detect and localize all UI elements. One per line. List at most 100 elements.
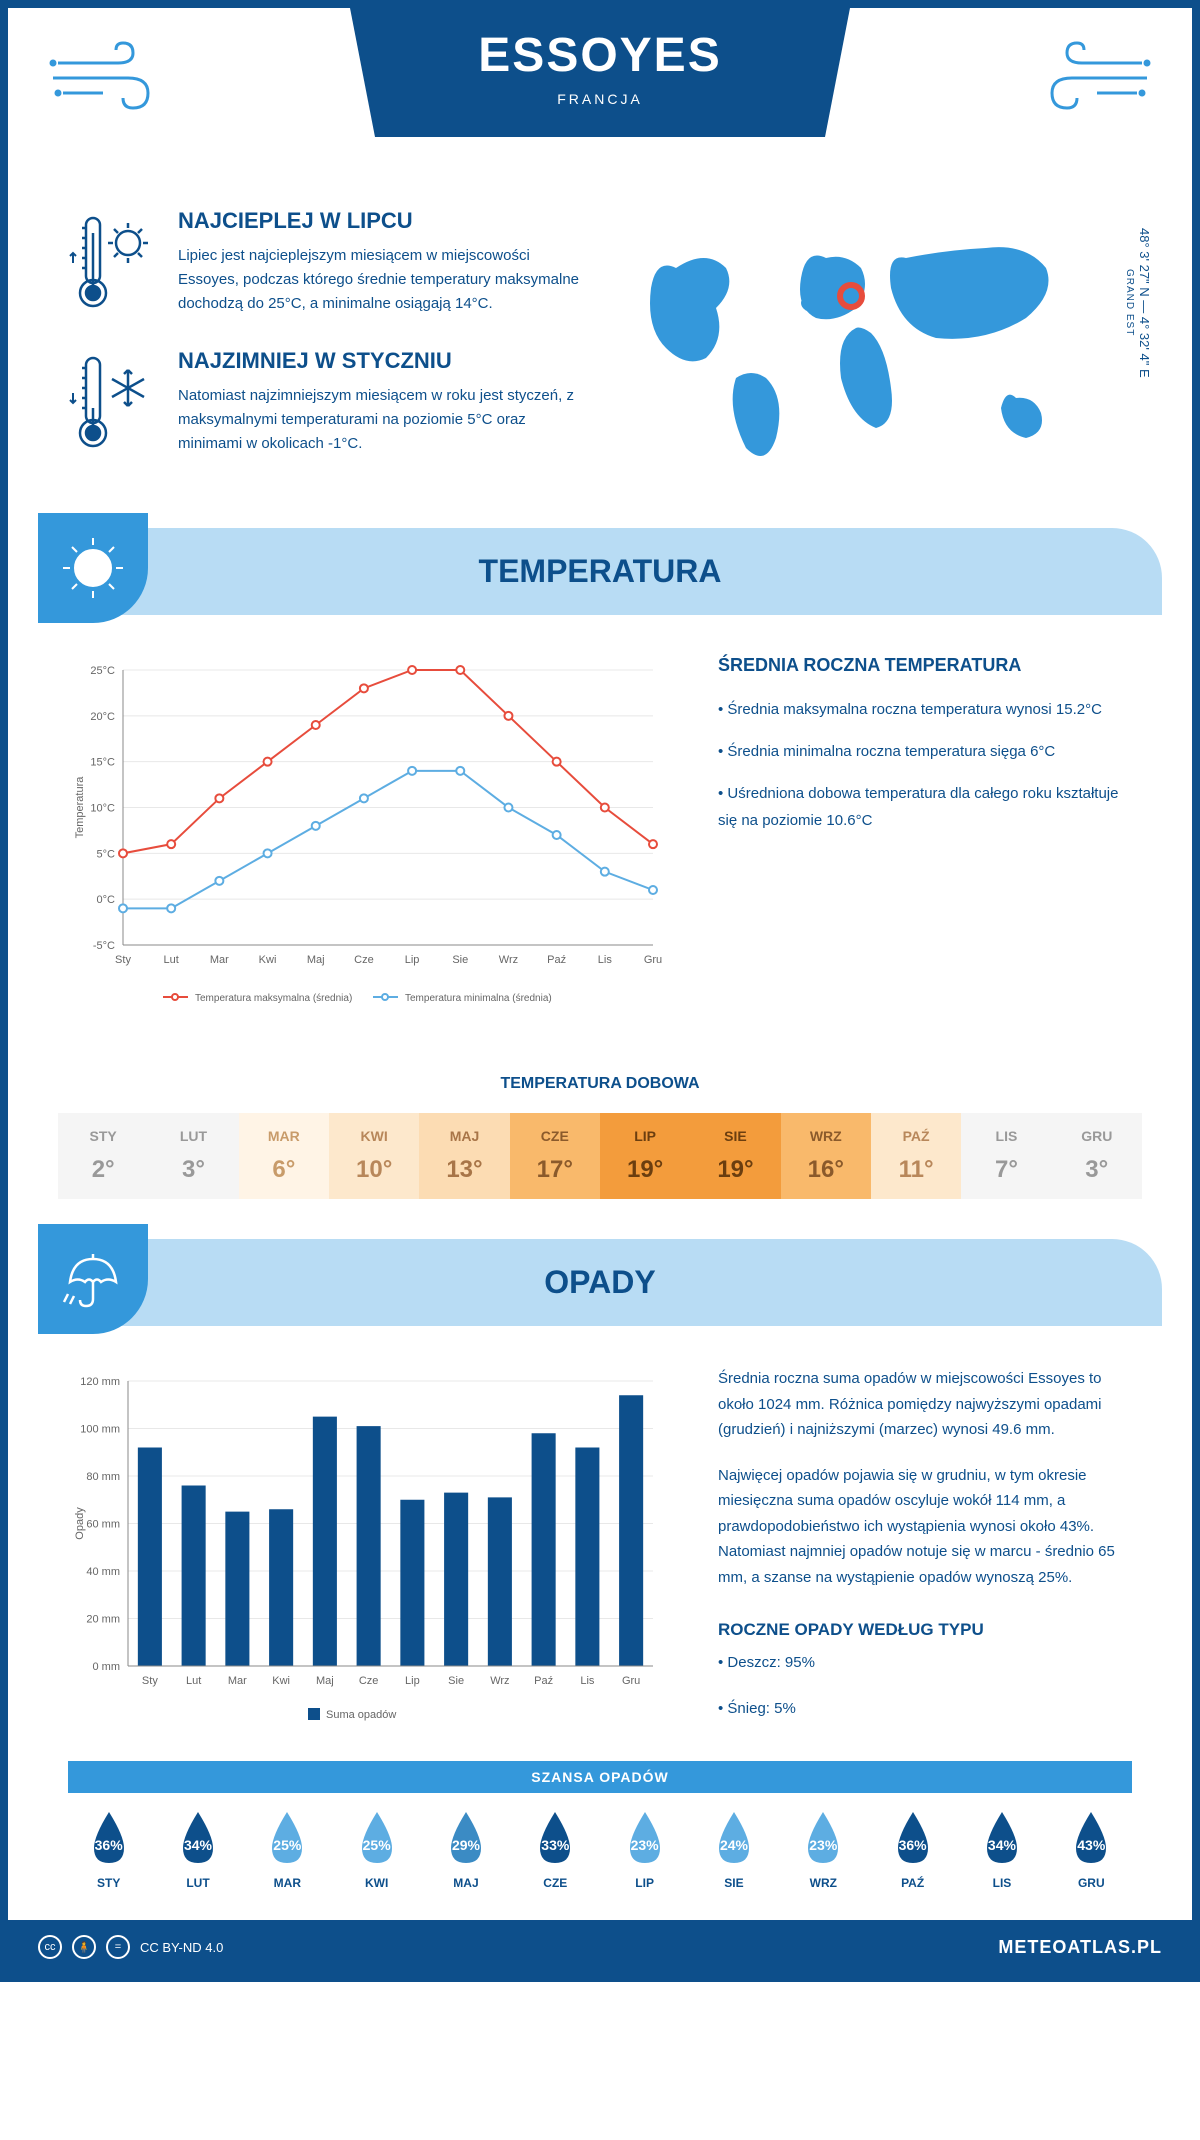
coldest-title: NAJZIMNIEJ W STYCZNIU — [178, 348, 580, 374]
dobowa-cell: LIS7° — [961, 1113, 1051, 1199]
cc-icon: cc — [38, 1935, 62, 1959]
city-name: ESSOYES — [450, 28, 750, 83]
precip-p1: Średnia roczna suma opadów w miejscowośc… — [718, 1366, 1132, 1443]
precip-type1: • Deszcz: 95% — [718, 1650, 1132, 1676]
thermometer-sun-icon — [68, 208, 158, 318]
precip-p2: Najwięcej opadów pojawia się w grudniu, … — [718, 1463, 1132, 1591]
footer: cc 🧍 = CC BY-ND 4.0 METEOATLAS.PL — [8, 1920, 1192, 1974]
dobowa-cell: CZE17° — [510, 1113, 600, 1199]
coldest-desc: Natomiast najzimniejszym miesiącem w rok… — [178, 384, 580, 456]
footer-site: METEOATLAS.PL — [998, 1937, 1162, 1958]
svg-text:Lis: Lis — [598, 954, 613, 966]
thermometer-snow-icon — [68, 348, 158, 458]
dobowa-cell: WRZ16° — [781, 1113, 871, 1199]
temperatura-content: -5°C0°C5°C10°C15°C20°C25°CTemperaturaSty… — [8, 615, 1192, 1055]
temperatura-banner: TEMPERATURA — [38, 528, 1162, 615]
svg-text:80 mm: 80 mm — [86, 1471, 120, 1483]
drop-item: 36% STY — [68, 1808, 149, 1890]
page: ESSOYES FRANCJA NAJCIEPLEJ W LIPCU Lipie… — [0, 0, 1200, 1982]
svg-text:Sie: Sie — [452, 954, 468, 966]
temperatura-dobowa-row: STY2°LUT3°MAR6°KWI10°MAJ13°CZE17°LIP19°S… — [58, 1113, 1142, 1199]
drop-item: 43% GRU — [1051, 1808, 1132, 1890]
hottest-block: NAJCIEPLEJ W LIPCU Lipiec jest najcieple… — [68, 208, 580, 318]
svg-text:Gru: Gru — [622, 1675, 640, 1687]
map-column: 48° 3' 27" N — 4° 32' 4" E GRAND EST — [620, 208, 1132, 488]
svg-text:20 mm: 20 mm — [86, 1614, 120, 1626]
szansa-drops-row: 36% STY 34% LUT 25% MAR 25% — [68, 1793, 1132, 1920]
svg-text:20°C: 20°C — [90, 711, 115, 723]
wind-icon — [48, 38, 168, 118]
by-icon: 🧍 — [72, 1935, 96, 1959]
svg-text:Cze: Cze — [359, 1675, 379, 1687]
svg-text:Lip: Lip — [405, 1675, 420, 1687]
coldest-block: NAJZIMNIEJ W STYCZNIU Natomiast najzimni… — [68, 348, 580, 458]
svg-text:0 mm: 0 mm — [93, 1661, 121, 1673]
dobowa-title: TEMPERATURA DOBOWA — [8, 1075, 1192, 1093]
svg-text:Lut: Lut — [164, 954, 179, 966]
coldest-text: NAJZIMNIEJ W STYCZNIU Natomiast najzimni… — [178, 348, 580, 458]
svg-text:100 mm: 100 mm — [80, 1424, 120, 1436]
svg-text:Kwi: Kwi — [272, 1675, 290, 1687]
drop-item: 24% SIE — [693, 1808, 774, 1890]
dobowa-cell: MAR6° — [239, 1113, 329, 1199]
svg-text:Lip: Lip — [405, 954, 420, 966]
umbrella-icon — [38, 1224, 148, 1334]
svg-text:Opady: Opady — [74, 1507, 86, 1540]
coordinates: 48° 3' 27" N — 4° 32' 4" E GRAND EST — [1122, 228, 1152, 378]
precipitation-bar-chart: 0 mm 20 mm 40 mm 60 mm 80 mm 100 mm 120 mm Opad… — [68, 1366, 668, 1741]
temp-bullet-3: • Uśredniona dobowa temperatura dla całe… — [718, 780, 1132, 834]
svg-text:Kwi: Kwi — [259, 954, 277, 966]
opady-title: OPADY — [544, 1264, 655, 1300]
svg-text:Lis: Lis — [580, 1675, 595, 1687]
temperature-info: ŚREDNIA ROCZNA TEMPERATURA • Średnia mak… — [718, 655, 1132, 1015]
temperatura-title: TEMPERATURA — [479, 553, 722, 589]
drop-item: 25% MAR — [247, 1808, 328, 1890]
intro-section: NAJCIEPLEJ W LIPCU Lipiec jest najcieple… — [8, 188, 1192, 528]
drop-item: 23% WRZ — [783, 1808, 864, 1890]
precip-type2: • Śnieg: 5% — [718, 1696, 1132, 1722]
intro-text-column: NAJCIEPLEJ W LIPCU Lipiec jest najcieple… — [68, 208, 580, 488]
svg-text:Sty: Sty — [115, 954, 131, 966]
svg-text:Paź: Paź — [534, 1675, 553, 1687]
temp-info-title: ŚREDNIA ROCZNA TEMPERATURA — [718, 655, 1132, 676]
svg-text:Maj: Maj — [307, 954, 325, 966]
svg-text:Sty: Sty — [142, 1675, 158, 1687]
country-name: FRANCJA — [450, 91, 750, 107]
drop-item: 34% LUT — [157, 1808, 238, 1890]
svg-text:40 mm: 40 mm — [86, 1566, 120, 1578]
szansa-title: SZANSA OPADÓW — [68, 1761, 1132, 1793]
header: ESSOYES FRANCJA — [8, 8, 1192, 188]
footer-license: cc 🧍 = CC BY-ND 4.0 — [38, 1935, 223, 1959]
svg-text:10°C: 10°C — [90, 803, 115, 815]
title-banner: ESSOYES FRANCJA — [350, 8, 850, 137]
svg-text:60 mm: 60 mm — [86, 1519, 120, 1531]
hottest-text: NAJCIEPLEJ W LIPCU Lipiec jest najcieple… — [178, 208, 580, 318]
hottest-desc: Lipiec jest najcieplejszym miesiącem w m… — [178, 244, 580, 316]
svg-text:15°C: 15°C — [90, 757, 115, 769]
svg-text:0°C: 0°C — [97, 894, 116, 906]
svg-text:Paź: Paź — [547, 954, 566, 966]
drop-item: 36% PAŹ — [872, 1808, 953, 1890]
dobowa-cell: STY2° — [58, 1113, 148, 1199]
opady-banner: OPADY — [38, 1239, 1162, 1326]
dobowa-cell: KWI10° — [329, 1113, 419, 1199]
svg-text:Lut: Lut — [186, 1675, 201, 1687]
svg-text:120 mm: 120 mm — [80, 1376, 120, 1388]
nd-icon: = — [106, 1935, 130, 1959]
precipitation-info: Średnia roczna suma opadów w miejscowośc… — [718, 1366, 1132, 1741]
dobowa-cell: GRU3° — [1052, 1113, 1142, 1199]
region-text: GRAND EST — [1124, 269, 1135, 336]
hottest-title: NAJCIEPLEJ W LIPCU — [178, 208, 580, 234]
svg-text:Temperatura maksymalna (średni: Temperatura maksymalna (średnia) — [195, 993, 352, 1004]
svg-text:25°C: 25°C — [90, 665, 115, 677]
opady-content: 0 mm 20 mm 40 mm 60 mm 80 mm 100 mm 120 mm Opad… — [8, 1326, 1192, 1761]
svg-text:Wrz: Wrz — [499, 954, 518, 966]
temperature-line-chart: -5°C0°C5°C10°C15°C20°C25°CTemperaturaSty… — [68, 655, 668, 1015]
dobowa-cell: LUT3° — [148, 1113, 238, 1199]
drop-item: 34% LIS — [961, 1808, 1042, 1890]
svg-text:Mar: Mar — [228, 1675, 247, 1687]
svg-text:Maj: Maj — [316, 1675, 334, 1687]
svg-text:Temperatura minimalna (średnia: Temperatura minimalna (średnia) — [405, 993, 552, 1004]
coords-text: 48° 3' 27" N — 4° 32' 4" E — [1137, 228, 1152, 378]
wind-icon — [1032, 38, 1152, 118]
